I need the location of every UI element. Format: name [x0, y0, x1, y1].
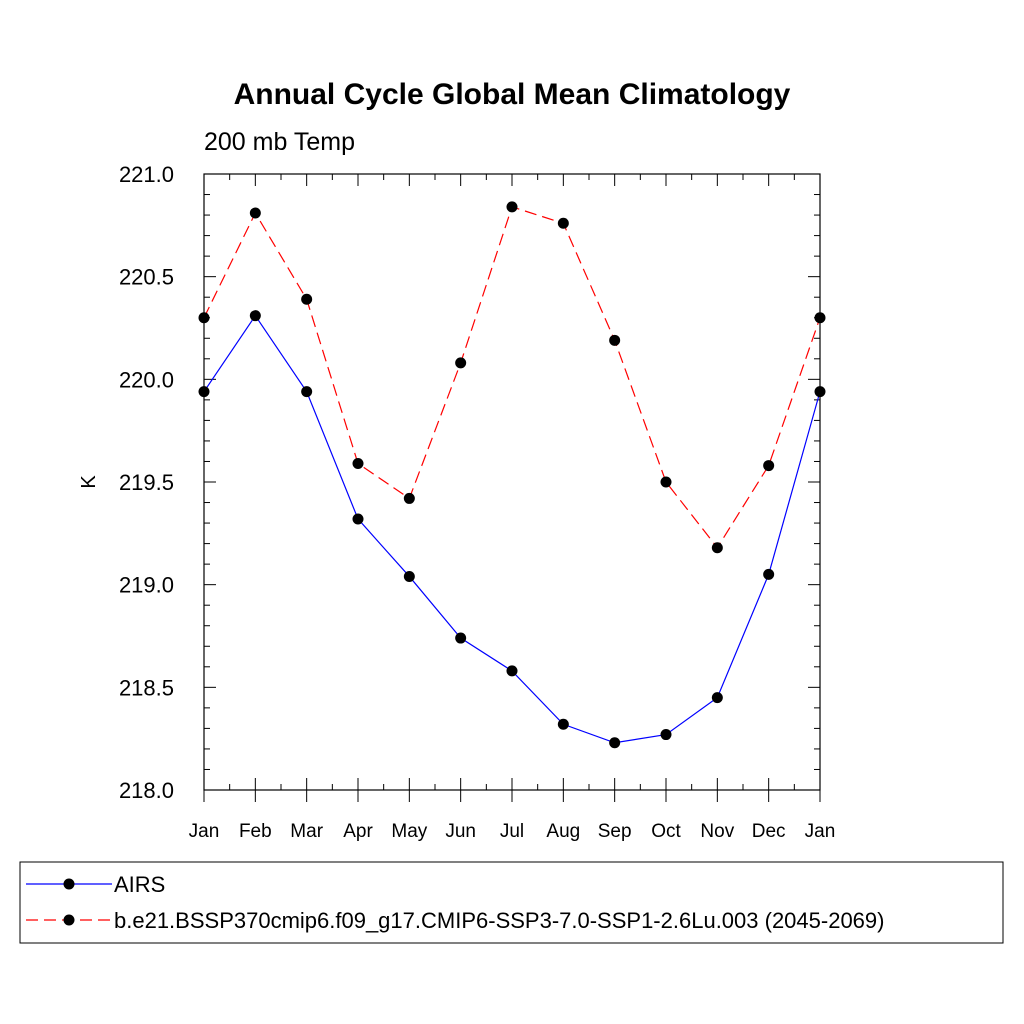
y-tick-label: 221.0 [119, 162, 174, 187]
y-tick-label: 220.0 [119, 367, 174, 392]
series-1-point [711, 542, 723, 554]
series-1-point [763, 460, 775, 472]
series-layer [198, 201, 826, 749]
legend-label-model: b.e21.BSSP370cmip6.f09_g17.CMIP6-SSP3-7.… [114, 908, 884, 933]
series-0-point [609, 737, 621, 749]
series-0-point [403, 570, 415, 582]
series-line-0 [203, 314, 821, 744]
x-tick-label: Jun [445, 821, 476, 842]
series-1-point [301, 293, 313, 305]
x-tick-label: Dec [752, 821, 786, 842]
series-0-point [557, 718, 569, 730]
y-axis-label: K [78, 475, 100, 489]
series-1-point [403, 492, 415, 504]
chart-subtitle: 200 mb Temp [204, 128, 355, 156]
x-tick-label: Apr [343, 821, 373, 842]
legend-marker-model [63, 914, 75, 926]
series-1-point [506, 201, 518, 213]
series-0-point [352, 513, 364, 525]
x-tick-label: Mar [290, 821, 323, 842]
x-tick-label: Jan [805, 821, 836, 842]
y-tick-label: 219.5 [119, 470, 174, 495]
series-1-point [814, 312, 826, 324]
legend-marker-airs [63, 878, 75, 890]
legend-box [19, 861, 1004, 944]
plot-frame [203, 173, 821, 791]
series-0-point [763, 568, 775, 580]
series-1-point [198, 312, 210, 324]
plot-axes: 218.0 218.5 219.0 219.5 220.0 220.5 221.0 Jan Fe… [119, 162, 835, 842]
series-0-point [506, 665, 518, 677]
series-0-point [301, 386, 313, 398]
x-tick-label: Feb [239, 821, 272, 842]
x-tick-label: Aug [546, 821, 580, 842]
legend-label-airs: AIRS [114, 872, 165, 897]
series-1-point [609, 334, 621, 346]
y-tick-label: 218.5 [119, 675, 174, 700]
x-tick-label: Jul [500, 821, 524, 842]
series-1-point [660, 476, 672, 488]
x-tick-label: Nov [700, 821, 734, 842]
series-1-point [352, 458, 364, 470]
series-0-point [660, 729, 672, 741]
series-0-point [814, 386, 826, 398]
y-tick-label: 219.0 [119, 573, 174, 598]
chart-title: Annual Cycle Global Mean Climatology [234, 78, 791, 111]
series-1-point [455, 357, 467, 369]
series-0-point [711, 692, 723, 704]
series-1-point [557, 217, 569, 229]
legend: AIRS b.e21.BSSP370cmip6.f09_g17.CMIP6-SS… [19, 861, 1004, 944]
x-tick-label: Oct [651, 821, 681, 842]
series-0-point [198, 386, 210, 398]
series-1-point [249, 207, 261, 219]
x-tick-label: Jan [189, 821, 220, 842]
series-0-point [455, 632, 467, 644]
y-tick-label: 218.0 [119, 778, 174, 803]
y-tick-label: 220.5 [119, 265, 174, 290]
x-tick-label: May [391, 821, 427, 842]
x-tick-label: Sep [598, 821, 632, 842]
series-0-point [249, 310, 261, 322]
